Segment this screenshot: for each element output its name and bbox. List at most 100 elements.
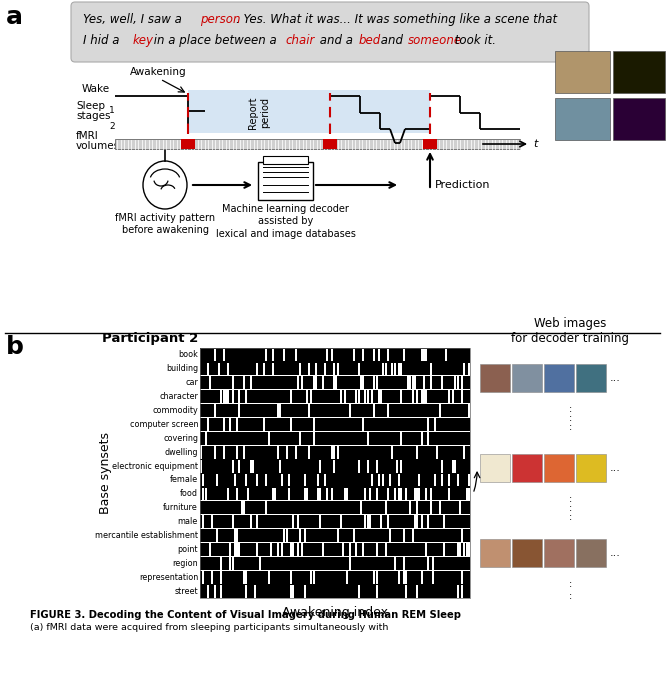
Text: person: person (199, 13, 240, 26)
Bar (234, 543, 236, 556)
Text: fMRI activity pattern
before awakening: fMRI activity pattern before awakening (115, 213, 215, 236)
Bar (231, 390, 233, 403)
Bar (362, 418, 364, 431)
Bar (360, 376, 362, 389)
Bar (223, 418, 225, 431)
Bar (392, 363, 394, 376)
Bar (461, 390, 463, 403)
Bar (281, 474, 283, 487)
Bar (249, 516, 251, 528)
Bar (200, 501, 470, 514)
Text: Report
period: Report period (248, 96, 269, 129)
Text: . Yes. What it was... It was something like a scene that: . Yes. What it was... It was something l… (236, 13, 558, 26)
Bar (358, 363, 360, 376)
Text: Base synsets: Base synsets (99, 432, 111, 514)
Bar (400, 460, 402, 472)
Bar (364, 390, 366, 403)
Bar (576, 454, 606, 482)
Bar (303, 488, 305, 500)
Bar (279, 404, 281, 417)
Bar (360, 501, 362, 514)
Bar (382, 363, 384, 376)
Bar (238, 460, 240, 472)
Bar (200, 529, 470, 542)
Text: fMRI: fMRI (76, 131, 99, 141)
Bar (423, 390, 425, 403)
Bar (378, 390, 380, 403)
Bar (400, 432, 402, 445)
Bar (358, 585, 360, 598)
Bar (200, 446, 202, 458)
Bar (265, 474, 267, 487)
Bar (461, 585, 463, 598)
Bar (410, 376, 412, 389)
Text: Wake: Wake (82, 84, 110, 94)
Text: FIGURE 3. Decoding the Content of Visual Imagery during Human REM Sleep: FIGURE 3. Decoding the Content of Visual… (30, 610, 461, 620)
Bar (398, 363, 400, 376)
Bar (432, 571, 434, 583)
Text: furniture: furniture (163, 503, 198, 512)
Text: someone: someone (408, 34, 462, 47)
Bar (576, 364, 606, 392)
Bar (428, 516, 430, 528)
Bar (403, 529, 405, 542)
Bar (288, 488, 289, 500)
Bar (468, 363, 470, 376)
Bar (387, 404, 389, 417)
Bar (333, 446, 335, 458)
Bar (200, 349, 470, 361)
Bar (306, 488, 307, 500)
Bar (344, 488, 346, 500)
Bar (380, 390, 382, 403)
Bar (403, 349, 405, 361)
Bar (369, 488, 371, 500)
Bar (326, 488, 328, 500)
Bar (434, 474, 436, 487)
Bar (342, 543, 344, 556)
Bar (319, 460, 321, 472)
Bar (396, 460, 398, 472)
Bar (544, 539, 574, 567)
Bar (425, 390, 427, 403)
Bar (369, 516, 371, 528)
Bar (207, 418, 209, 431)
Bar (364, 488, 366, 500)
Bar (277, 404, 279, 417)
Bar (466, 543, 468, 556)
Text: b: b (6, 335, 24, 359)
Bar (290, 543, 292, 556)
Bar (223, 390, 225, 403)
Bar (333, 460, 335, 472)
Bar (454, 376, 456, 389)
Bar (216, 474, 218, 487)
Bar (324, 474, 325, 487)
Bar (387, 516, 389, 528)
Bar (306, 390, 307, 403)
Bar (292, 585, 294, 598)
Bar (277, 543, 279, 556)
Bar (416, 488, 418, 500)
Bar (236, 418, 238, 431)
Bar (115, 139, 520, 149)
Bar (231, 557, 233, 570)
Bar (403, 557, 405, 570)
Bar (454, 460, 456, 472)
Bar (245, 571, 247, 583)
Bar (461, 376, 463, 389)
Bar (315, 376, 317, 389)
Bar (367, 460, 369, 472)
Bar (354, 349, 355, 361)
Bar (443, 516, 445, 528)
Bar (367, 516, 369, 528)
Bar (354, 529, 355, 542)
Bar (398, 571, 400, 583)
Bar (205, 488, 207, 500)
Bar (452, 390, 454, 403)
Bar (387, 488, 389, 500)
Bar (290, 390, 292, 403)
Bar (468, 543, 470, 556)
Bar (441, 376, 443, 389)
Bar (480, 539, 510, 567)
Bar (428, 432, 430, 445)
Bar (432, 557, 434, 570)
